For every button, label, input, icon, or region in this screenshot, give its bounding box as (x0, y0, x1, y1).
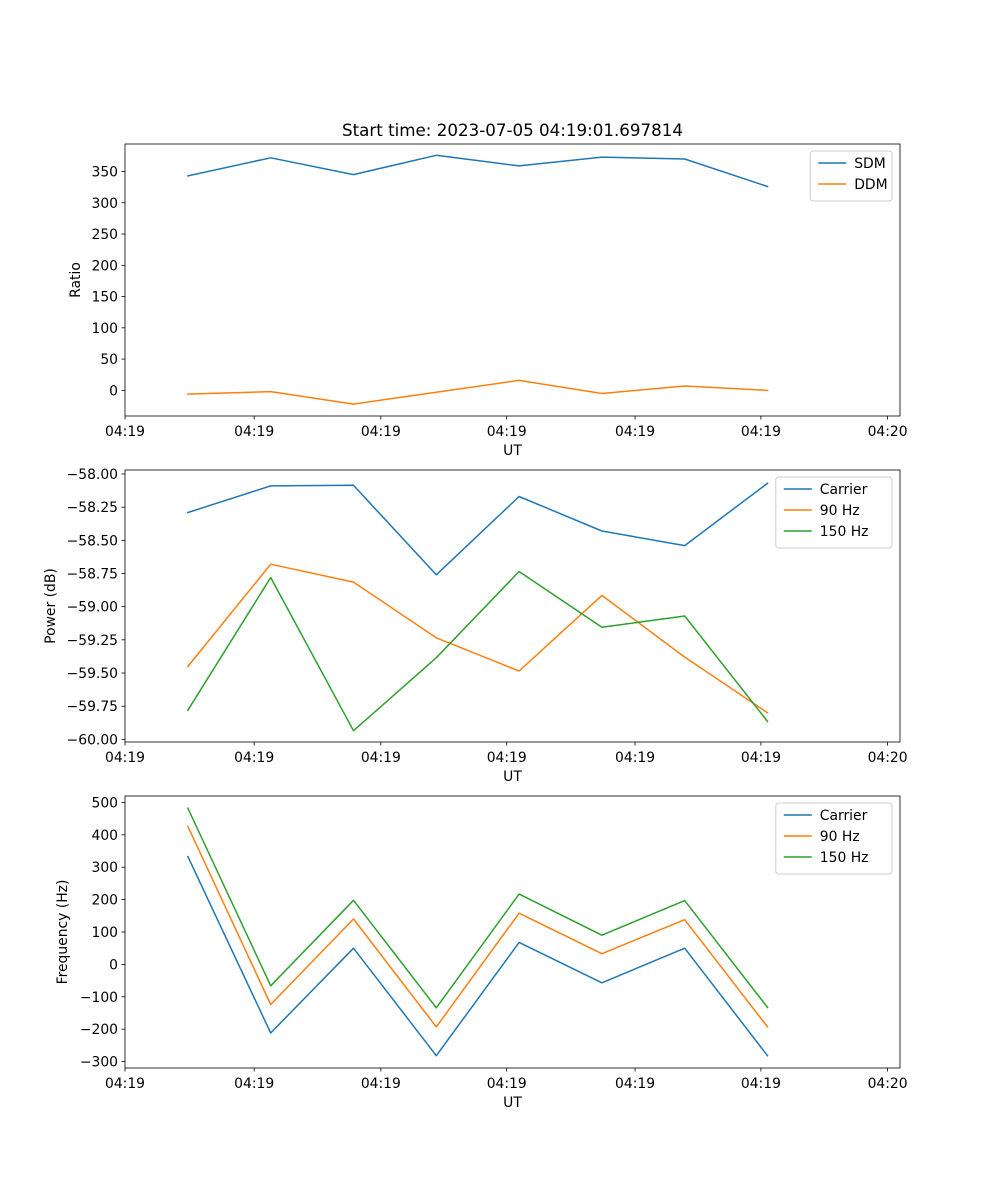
y-tick-label: 200 (91, 258, 118, 274)
legend-label: Carrier (820, 808, 868, 824)
y-tick-label: 100 (91, 925, 118, 941)
y-axis-label: Ratio (68, 262, 84, 298)
y-tick-label: −59.00 (67, 600, 118, 616)
legend-label: SDM (854, 156, 886, 172)
panel-3-series-90-hz (186, 825, 769, 1028)
legend: Carrier 90 Hz 150 Hz (775, 802, 893, 875)
legend-label: Carrier (820, 482, 868, 498)
x-tick-label: 04:19 (741, 424, 781, 440)
legend-label: 150 Hz (820, 850, 869, 866)
x-tick-label: 04:19 (234, 750, 274, 766)
y-tick-label: −300 (80, 1055, 118, 1071)
y-tick-label: 0 (109, 383, 118, 399)
figure-title: Start time: 2023-07-05 04:19:01.697814 (342, 120, 683, 140)
x-axis-label: UT (503, 1095, 522, 1111)
x-tick-label: 04:20 (868, 1076, 908, 1092)
panel-2-frame (124, 469, 901, 743)
y-tick-label: −58.75 (67, 566, 118, 582)
x-tick-label: 04:19 (487, 424, 527, 440)
x-tick-label: 04:19 (361, 1076, 401, 1092)
x-tick-label: 04:19 (234, 1076, 274, 1092)
legend-label: 90 Hz (820, 829, 860, 845)
panel-2-series-150-hz (186, 570, 769, 732)
x-tick-label: 04:19 (105, 424, 145, 440)
panel-1-series-ddm (187, 379, 769, 405)
y-tick-label: 400 (91, 828, 118, 844)
y-tick-label: −59.75 (67, 699, 118, 715)
x-tick-label: 04:20 (868, 750, 908, 766)
x-tick-label: 04:20 (868, 424, 908, 440)
y-tick-label: 100 (91, 321, 118, 337)
y-tick-label: −200 (80, 1022, 118, 1038)
y-tick-label: 150 (91, 290, 118, 306)
panel-2-series-90-hz (186, 563, 769, 714)
x-tick-label: 04:19 (361, 750, 401, 766)
panel-2-series-carrier (186, 482, 769, 576)
panel-1-frame (124, 143, 901, 417)
y-tick-label: −58.25 (67, 500, 118, 516)
legend-label: 150 Hz (820, 524, 869, 540)
x-tick-label: 04:19 (487, 750, 527, 766)
y-axis-label: Power (dB) (43, 568, 59, 644)
legend-label: DDM (854, 177, 887, 193)
x-tick-label: 04:19 (615, 1076, 655, 1092)
y-tick-label: 0 (109, 957, 118, 973)
x-tick-label: 04:19 (361, 424, 401, 440)
legend: SDM DDM (809, 150, 893, 202)
x-axis-label: UT (503, 769, 522, 785)
legend: Carrier 90 Hz 150 Hz (775, 476, 893, 549)
x-tick-label: 04:19 (105, 1076, 145, 1092)
y-tick-label: −100 (80, 990, 118, 1006)
x-tick-label: 04:19 (105, 750, 145, 766)
x-tick-label: 04:19 (615, 424, 655, 440)
y-tick-label: 50 (100, 352, 118, 368)
panel-3-series-150-hz (186, 807, 769, 1009)
y-tick-label: 300 (91, 860, 118, 876)
x-tick-label: 04:19 (741, 1076, 781, 1092)
x-tick-label: 04:19 (234, 424, 274, 440)
y-tick-label: 300 (91, 196, 118, 212)
y-tick-label: 350 (91, 165, 118, 181)
y-tick-label: −58.00 (67, 467, 118, 483)
panel-3-series-carrier (186, 855, 769, 1057)
y-tick-label: 500 (91, 795, 118, 811)
y-tick-label: −60.00 (67, 732, 118, 748)
panel-1-series-sdm (187, 154, 769, 188)
x-tick-label: 04:19 (487, 1076, 527, 1092)
y-tick-label: −59.50 (67, 666, 118, 682)
panel-2: 04:19 04:19 04:19 04:19 04:19 04:19 04:20 −60.0… (43, 467, 908, 785)
x-tick-label: 04:19 (741, 750, 781, 766)
y-tick-label: −58.50 (67, 533, 118, 549)
panel-1: 04:19 04:19 04:19 04:19 04:19 04:19 04:20 0 50 10… (68, 143, 908, 459)
y-tick-label: 250 (91, 227, 118, 243)
legend-label: 90 Hz (820, 503, 860, 519)
y-tick-label: −59.25 (67, 633, 118, 649)
x-axis-label: UT (503, 443, 522, 459)
panels: 04:19 04:19 04:19 04:19 04:19 04:19 04:20 0 50 10… (43, 143, 908, 1111)
x-tick-label: 04:19 (615, 750, 655, 766)
y-axis-label: Frequency (Hz) (55, 880, 71, 985)
panel-3: 04:19 04:19 04:19 04:19 04:19 04:19 04:20 −300 −… (55, 795, 908, 1111)
y-tick-label: 200 (91, 893, 118, 909)
